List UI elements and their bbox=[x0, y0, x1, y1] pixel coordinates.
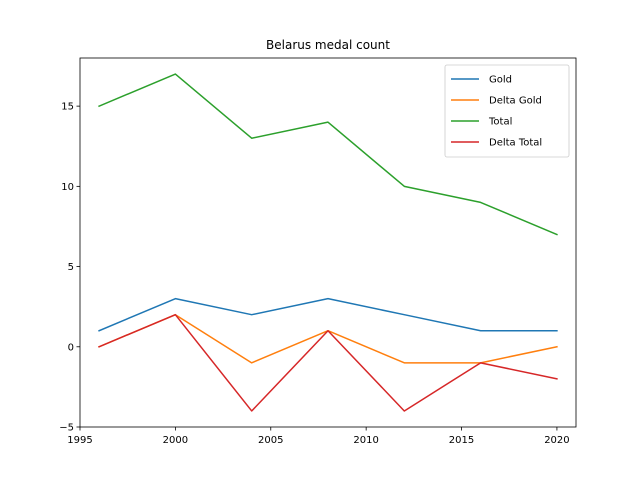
y-tick-label-4: 15 bbox=[61, 102, 74, 113]
legend-box bbox=[444, 64, 570, 158]
series-line-0 bbox=[98, 297, 558, 332]
y-tick-label-2: 5 bbox=[68, 262, 74, 273]
y-tick-label-1: 0 bbox=[68, 342, 74, 353]
series-line-2 bbox=[98, 73, 558, 236]
plot-area bbox=[98, 73, 558, 412]
legend-label-3: Delta Total bbox=[489, 138, 542, 149]
legend-label-0: Gold bbox=[489, 75, 512, 86]
x-tick-label-4: 2015 bbox=[449, 435, 474, 446]
legend-label-2: Total bbox=[488, 117, 512, 128]
x-tick-label-3: 2010 bbox=[353, 435, 378, 446]
series-line-3 bbox=[98, 313, 558, 412]
legend: Gold Delta Gold Total Delta Total bbox=[444, 64, 570, 158]
chart-title: Belarus medal count bbox=[266, 38, 390, 52]
legend-label-1: Delta Gold bbox=[489, 96, 542, 107]
x-tick-label-5: 2020 bbox=[544, 435, 569, 446]
axes: 1995 2000 2005 2010 2015 2020 −5 0 5 10 15 bbox=[59, 57, 577, 446]
y-tick-label-0: −5 bbox=[59, 423, 74, 434]
axes-frame bbox=[79, 57, 577, 428]
y-tick-label-3: 10 bbox=[61, 182, 74, 193]
x-tick-label-2: 2005 bbox=[258, 435, 283, 446]
x-tick-label-1: 2000 bbox=[163, 435, 188, 446]
x-tick-label-0: 1995 bbox=[67, 435, 92, 446]
